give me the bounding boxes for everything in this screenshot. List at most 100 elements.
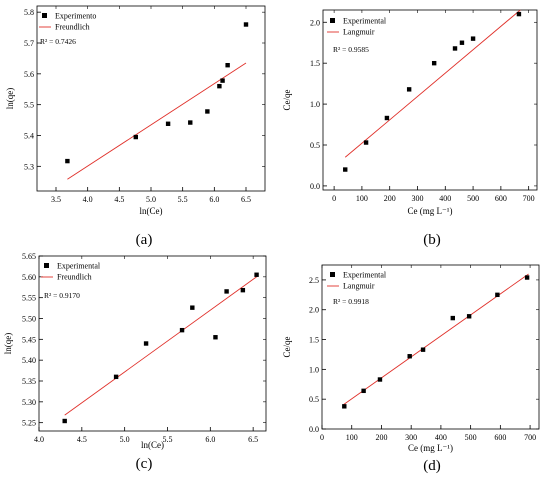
y-tick-label: 5.60 — [22, 273, 36, 282]
x-tick-label: 600 — [494, 433, 506, 442]
r-squared-annotation: R² = 0.9170 — [44, 291, 80, 300]
y-tick-label: 5.30 — [22, 398, 36, 407]
data-point — [179, 327, 185, 333]
data-point — [190, 305, 195, 310]
data-point — [516, 11, 522, 17]
y-tick-label: 5.25 — [22, 419, 36, 428]
chart-a-caption: (a) — [135, 232, 153, 248]
x-tick-label: 500 — [467, 194, 479, 203]
y-tick-label: 5.3 — [24, 162, 34, 171]
x-tick-label: 0 — [332, 194, 336, 203]
y-tick-label: 5.7 — [24, 39, 34, 48]
y-axis-label: ln(qe) — [3, 333, 13, 355]
x-tick-label: 100 — [356, 194, 368, 203]
data-point — [240, 287, 246, 293]
data-point — [113, 374, 119, 380]
x-tick-label: 400 — [435, 433, 447, 442]
y-tick-label: 5.65 — [22, 252, 36, 261]
chart-d-plot: 0 100 200 300 400 500 600 700 0.0 0.5 1.0 1.5 2.0 2.5… — [282, 264, 540, 453]
legend-line-label: Langmuir — [343, 282, 375, 291]
data-point — [406, 87, 412, 92]
data-point — [361, 388, 366, 394]
data-point — [65, 158, 70, 164]
x-tick-label: 500 — [465, 433, 477, 442]
x-tick-label: 5.5 — [178, 195, 188, 204]
data-point — [495, 292, 500, 298]
y-tick-label: 5.4 — [24, 132, 34, 141]
data-point — [420, 347, 426, 352]
x-tick-label: 200 — [375, 433, 387, 442]
x-tick-label: 4.0 — [83, 195, 93, 204]
y-tick-label: 2.0 — [309, 306, 319, 315]
data-point — [450, 315, 455, 321]
x-tick-label: 4.5 — [77, 435, 87, 444]
x-tick-label: 4.5 — [114, 195, 124, 204]
data-point — [224, 289, 229, 294]
data-point — [254, 272, 259, 277]
chart-a-plot: 3.5 4.0 4.5 5.0 5.5 6.0 6.5 5.3 5.4 5.5 5.6 5.7 5.8 E… — [5, 5, 266, 216]
x-tick-label: 5.0 — [120, 435, 130, 444]
legend-points-label: Experimental — [343, 17, 387, 26]
x-tick-label: 6.0 — [205, 435, 215, 444]
data-point — [470, 36, 476, 41]
fit-line — [67, 62, 247, 180]
x-axis-label: ln(Ce) — [141, 440, 164, 450]
r-squared-annotation: R² = 0.9585 — [333, 45, 369, 54]
r-squared-annotation: R² = 0.7426 — [40, 37, 76, 46]
chart-d: 0 100 200 300 400 500 600 700 0.0 0.5 1.0 1.5 2.0 2.5… — [275, 241, 550, 482]
y-tick-label: 2.5 — [309, 276, 319, 285]
y-tick-label: 0.5 — [309, 395, 319, 404]
x-tick-label: 400 — [439, 194, 451, 203]
chart-c: 4.0 4.5 5.0 5.5 6.0 6.5 5.25 5.30 5.35 5.40 5.45 5.… — [0, 241, 275, 482]
x-tick-label: 700 — [523, 194, 535, 203]
x-tick-label: 700 — [524, 433, 536, 442]
y-tick-label: 5.50 — [22, 315, 36, 324]
legend-points-label: Experimental — [343, 271, 387, 280]
legend-line-label: Freundlich — [57, 273, 92, 282]
y-tick-label: 5.45 — [22, 335, 36, 344]
fit-line — [344, 9, 521, 158]
y-tick-label: 0.5 — [310, 141, 320, 150]
chart-b-plot: 0 100 200 300 400 500 600 700 0.0 0.5 1.0 1.5 2.0 Exp… — [282, 9, 538, 216]
y-axis-label: ln(qe) — [5, 88, 15, 110]
y-tick-label: 5.6 — [24, 70, 34, 79]
x-axis-label: ln(Ce) — [140, 206, 163, 216]
data-point — [377, 377, 383, 382]
data-point — [459, 40, 465, 45]
y-tick-label: 0.0 — [310, 182, 320, 191]
x-tick-label: 300 — [405, 433, 417, 442]
legend-points-label: Experimento — [55, 12, 96, 21]
data-point — [220, 78, 225, 83]
x-tick-label: 200 — [384, 194, 396, 203]
y-tick-label: 5.40 — [22, 356, 36, 365]
data-point — [363, 140, 369, 145]
data-point — [384, 115, 390, 121]
y-tick-label: 5.8 — [24, 8, 34, 17]
legend-point-marker — [330, 18, 335, 23]
x-tick-label: 4.0 — [34, 435, 44, 444]
legend-points-label: Experimental — [57, 262, 101, 271]
x-tick-label: 6.5 — [241, 195, 251, 204]
y-tick-label: 0.0 — [309, 425, 319, 434]
x-tick-label: 5.5 — [162, 435, 172, 444]
x-tick-label: 5.0 — [146, 195, 156, 204]
data-point — [205, 109, 210, 114]
x-tick-label: 6.0 — [209, 195, 219, 204]
data-point — [343, 167, 348, 172]
chart-d-caption: (d) — [423, 458, 441, 474]
x-axis-label: Ce (mg L⁻¹) — [408, 206, 453, 216]
data-point — [524, 275, 530, 280]
data-point — [165, 121, 171, 126]
legend-line-label: Langmuir — [343, 28, 375, 37]
plot-frame — [36, 5, 266, 192]
data-point — [407, 354, 412, 359]
fit-line — [64, 276, 257, 416]
x-tick-label: 6.5 — [248, 435, 258, 444]
data-point — [188, 120, 193, 125]
x-tick-label: 100 — [346, 433, 358, 442]
data-point — [342, 404, 347, 409]
chart-c-plot: 4.0 4.5 5.0 5.5 6.0 6.5 5.25 5.30 5.35 5.40 5.45 5.… — [3, 252, 267, 450]
x-tick-label: 3.5 — [51, 195, 61, 204]
y-tick-label: 5.55 — [22, 294, 36, 303]
y-tick-label: 1.0 — [310, 100, 320, 109]
